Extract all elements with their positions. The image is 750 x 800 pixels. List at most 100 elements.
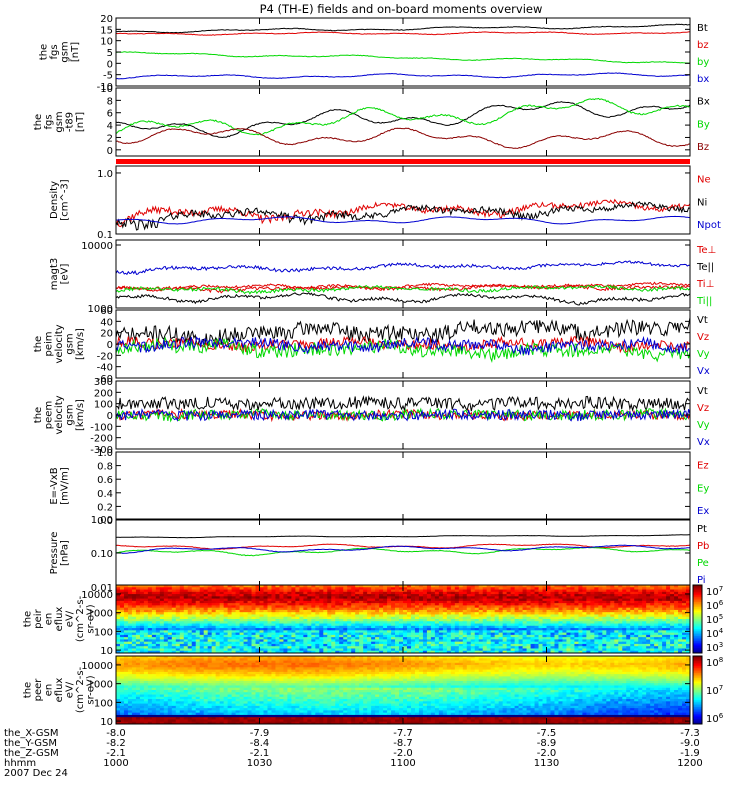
spectrogram-cell bbox=[414, 658, 420, 661]
spectrogram-cell bbox=[686, 607, 691, 611]
spectrogram-cell bbox=[387, 641, 392, 645]
spectrogram-cell bbox=[686, 621, 691, 624]
spectrogram-cell bbox=[566, 656, 571, 659]
spectrogram-cell bbox=[275, 619, 280, 622]
spectrogram-cell bbox=[582, 600, 587, 604]
spectrogram-cell bbox=[582, 589, 587, 593]
spectrogram-cell bbox=[339, 594, 344, 597]
spectrogram-cell bbox=[414, 637, 420, 640]
spectrogram-cell bbox=[367, 587, 372, 590]
spectrogram-cell bbox=[167, 621, 173, 624]
spectrogram-cell bbox=[414, 585, 420, 588]
spectrogram-cell bbox=[510, 656, 516, 659]
spectrogram-cell bbox=[542, 623, 547, 627]
spectrogram-cell bbox=[606, 632, 611, 636]
spectrogram-cell bbox=[303, 612, 308, 615]
spectrogram-cell bbox=[307, 600, 312, 604]
spectrogram-cell bbox=[650, 639, 655, 643]
spectrogram-cell bbox=[283, 634, 288, 638]
spectrogram-cell bbox=[275, 589, 280, 593]
spectrogram-cell bbox=[359, 603, 364, 606]
spectrogram-cell bbox=[490, 587, 496, 590]
spectrogram-cell bbox=[287, 646, 292, 649]
spectrogram-cell bbox=[215, 632, 221, 636]
colorbar-step bbox=[693, 602, 702, 605]
spectrogram-cell bbox=[211, 630, 217, 633]
spectrogram-cell bbox=[426, 628, 432, 631]
spectrogram-cell bbox=[538, 598, 543, 602]
spectrogram-cell bbox=[391, 585, 396, 588]
spectrogram-cell bbox=[522, 634, 527, 638]
spectrogram-cell bbox=[538, 646, 543, 649]
spectrogram-cell bbox=[602, 605, 607, 609]
spectrogram-cell bbox=[259, 648, 264, 652]
spectrogram-cell bbox=[243, 656, 248, 659]
spectrogram-cell bbox=[295, 639, 300, 643]
spectrogram-cell bbox=[335, 589, 340, 593]
spectrogram-cell bbox=[626, 619, 631, 622]
spectrogram-cell bbox=[187, 607, 193, 611]
spectrogram-cell bbox=[578, 607, 583, 611]
spectrogram-cell bbox=[391, 598, 396, 602]
spectrogram-cell bbox=[474, 596, 480, 599]
spectrogram-cell bbox=[163, 600, 169, 604]
spectrogram-cell bbox=[550, 646, 555, 649]
spectrogram-cell bbox=[614, 658, 619, 661]
spectrogram-cell bbox=[295, 658, 300, 661]
spectrogram-cell bbox=[450, 632, 456, 636]
spectrogram-cell bbox=[263, 596, 268, 599]
spectrogram-cell bbox=[542, 612, 547, 615]
spectrogram-cell bbox=[474, 603, 480, 606]
spectrogram-cell bbox=[610, 646, 615, 649]
spectrogram-cell bbox=[418, 598, 424, 602]
spectrogram-cell bbox=[518, 650, 523, 654]
spectrogram-cell bbox=[295, 634, 300, 638]
spectrogram-cell bbox=[654, 598, 659, 602]
spectrogram-cell bbox=[570, 643, 575, 647]
spectrogram-cell bbox=[526, 648, 531, 652]
spectrogram-cell bbox=[650, 648, 655, 652]
spectrogram-cell bbox=[554, 656, 559, 659]
spectrogram-cell bbox=[116, 643, 121, 647]
spectrogram-cell bbox=[347, 587, 352, 590]
spectrogram-cell bbox=[458, 656, 464, 659]
spectrogram-cell bbox=[602, 625, 607, 629]
spectrogram-cell bbox=[155, 603, 161, 606]
spectrogram-cell bbox=[179, 612, 185, 615]
spectrogram-cell bbox=[574, 639, 579, 643]
spectrogram-cell bbox=[590, 641, 595, 645]
spectrogram-cell bbox=[116, 628, 121, 631]
spectrogram-cell bbox=[550, 616, 555, 620]
spectrogram-cell bbox=[650, 646, 655, 649]
spectrogram-cell bbox=[139, 598, 145, 602]
spectrogram-cell bbox=[227, 641, 232, 645]
spectrogram-cell bbox=[167, 605, 173, 609]
spectrogram-cell bbox=[630, 658, 635, 661]
spectrogram-cell bbox=[187, 603, 193, 606]
spectrogram-cell bbox=[175, 598, 181, 602]
spectrogram-cell bbox=[434, 648, 440, 652]
spectrogram-cell bbox=[546, 605, 551, 609]
spectrogram-cell bbox=[618, 625, 623, 629]
spectrogram-cell bbox=[247, 614, 252, 618]
spectrogram-cell bbox=[538, 658, 543, 661]
spectrogram-cell bbox=[630, 603, 635, 606]
spectrogram-cell bbox=[570, 612, 575, 615]
spectrogram-cell bbox=[331, 589, 336, 593]
spectrogram-cell bbox=[522, 650, 527, 654]
spectrogram-cell bbox=[534, 632, 539, 636]
spectrogram-cell bbox=[458, 605, 464, 609]
spectrogram-cell bbox=[442, 585, 448, 588]
spectrogram-cell bbox=[299, 607, 304, 611]
spectrogram-cell bbox=[239, 632, 244, 636]
spectrogram-cell bbox=[163, 589, 169, 593]
spectrogram-cell bbox=[626, 641, 631, 645]
spectrogram-cell bbox=[323, 643, 328, 647]
spectrogram-cell bbox=[167, 600, 173, 604]
spectrogram-cell bbox=[430, 628, 436, 631]
spectrogram-cell bbox=[550, 650, 555, 654]
spectrogram-cell bbox=[259, 623, 264, 627]
spectrogram-cell bbox=[522, 603, 527, 606]
spectrogram-cell bbox=[339, 621, 344, 624]
